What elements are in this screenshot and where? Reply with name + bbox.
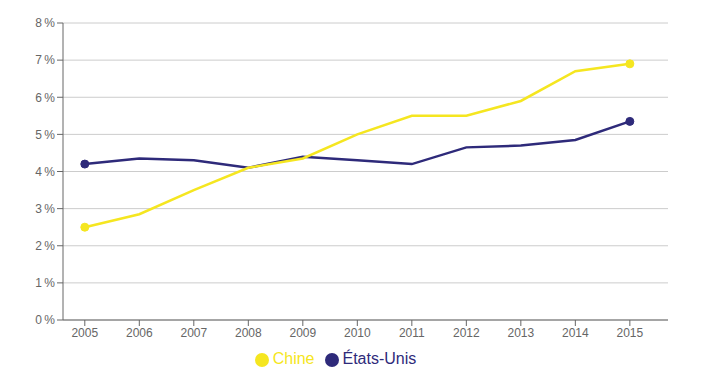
svg-text:4 %: 4 %: [35, 165, 55, 179]
svg-text:2 %: 2 %: [35, 239, 55, 253]
svg-text:2015: 2015: [616, 326, 643, 340]
svg-text:2006: 2006: [126, 326, 153, 340]
svg-text:2009: 2009: [289, 326, 316, 340]
svg-text:2012: 2012: [453, 326, 480, 340]
svg-text:8 %: 8 %: [35, 16, 55, 30]
html-text:Chine: Chine: [272, 350, 315, 367]
svg-text:3 %: 3 %: [35, 202, 55, 216]
svg-text:2013: 2013: [507, 326, 534, 340]
svg-text:7 %: 7 %: [35, 53, 55, 67]
svg-text:2007: 2007: [180, 326, 207, 340]
svg-text:5 %: 5 %: [35, 128, 55, 142]
svg-text:1 %: 1 %: [35, 276, 55, 290]
svg-text:2014: 2014: [562, 326, 589, 340]
svg-text:2010: 2010: [344, 326, 371, 340]
svg-text:2011: 2011: [399, 326, 425, 340]
svg-text:2008: 2008: [235, 326, 262, 340]
svg-text:6 %: 6 %: [35, 91, 55, 105]
svg-text:2005: 2005: [71, 326, 98, 340]
svg-text:0 %: 0 %: [35, 313, 55, 327]
html-text:États-Unis: États-Unis: [342, 350, 417, 367]
